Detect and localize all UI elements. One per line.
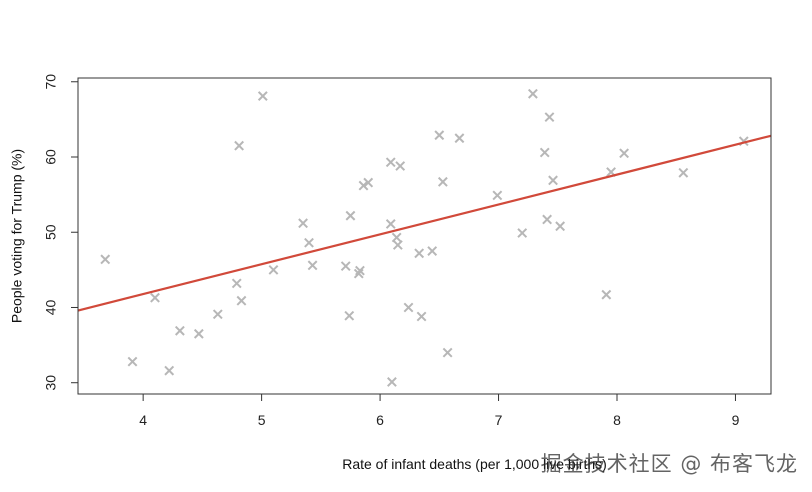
data-point	[193, 328, 204, 339]
data-point	[304, 237, 314, 248]
y-tick-label: 40	[43, 299, 59, 315]
y-tick-label: 70	[43, 74, 59, 90]
data-point	[100, 254, 111, 265]
x-tick-label: 4	[139, 412, 147, 428]
x-tick-label: 7	[495, 412, 503, 428]
data-point	[363, 177, 374, 188]
data-point	[164, 365, 175, 376]
data-point	[437, 176, 448, 187]
data-point	[544, 112, 555, 123]
data-point	[307, 260, 318, 271]
data-point	[555, 221, 566, 232]
data-point	[344, 310, 355, 321]
regression-layer	[77, 134, 772, 312]
data-point	[231, 278, 242, 289]
data-point	[454, 133, 465, 144]
data-point	[298, 218, 308, 229]
y-axis-title: People voting for Trump (%)	[9, 149, 25, 323]
data-point	[268, 264, 279, 275]
data-point	[619, 148, 630, 159]
axes-layer: 4 5 6 7 8 9 30 40 50 60 70	[43, 74, 740, 428]
x-tick-label: 5	[258, 412, 266, 428]
data-point	[427, 246, 438, 256]
data-point	[403, 302, 414, 313]
data-point	[539, 147, 550, 158]
data-point	[127, 356, 138, 367]
data-point	[236, 295, 247, 306]
data-point	[340, 261, 351, 272]
data-point	[395, 161, 406, 171]
data-point	[385, 219, 396, 229]
regression-line	[77, 134, 772, 312]
watermark: 掘金技术社区 @ 布客飞龙	[540, 452, 798, 476]
data-point	[387, 377, 397, 387]
data-point	[150, 292, 160, 303]
data-point	[234, 140, 245, 151]
x-tick-label: 8	[613, 412, 621, 428]
data-point	[385, 157, 396, 168]
data-point	[434, 130, 445, 141]
y-tick-label: 30	[43, 375, 59, 391]
data-point	[414, 248, 425, 259]
data-point	[601, 289, 612, 300]
data-point	[358, 180, 369, 191]
data-point	[416, 311, 427, 322]
data-point	[257, 91, 268, 101]
data-point	[678, 167, 689, 178]
data-point	[212, 309, 223, 320]
data-point	[392, 240, 403, 250]
x-tick-label: 9	[732, 412, 740, 428]
plot-area-frame	[77, 77, 772, 395]
data-point	[492, 190, 503, 201]
y-tick-label: 50	[43, 224, 59, 240]
points-layer	[100, 88, 749, 387]
data-point	[442, 347, 453, 358]
data-point	[527, 88, 538, 99]
data-point	[174, 325, 185, 336]
y-tick-label: 60	[43, 149, 59, 165]
data-point	[517, 228, 528, 238]
data-point	[345, 210, 356, 221]
data-point	[542, 214, 553, 225]
data-point	[391, 232, 402, 243]
data-point	[355, 265, 365, 276]
data-point	[548, 175, 558, 186]
x-axis-title: Rate of infant deaths (per 1,000 live bi…	[342, 456, 607, 472]
x-tick-label: 6	[376, 412, 384, 428]
